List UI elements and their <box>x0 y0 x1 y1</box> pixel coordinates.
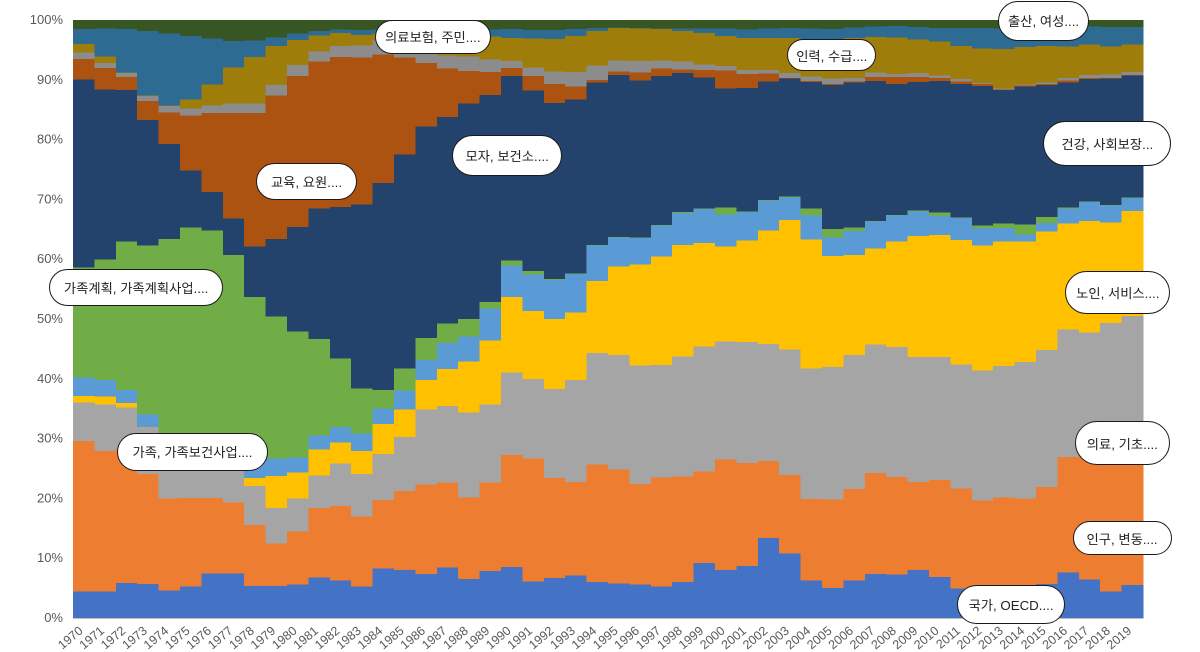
svg-text:0%: 0% <box>44 610 63 625</box>
svg-text:30%: 30% <box>37 431 63 446</box>
svg-text:70%: 70% <box>37 191 63 206</box>
svg-text:40%: 40% <box>37 371 63 386</box>
svg-text:10%: 10% <box>37 550 63 565</box>
svg-text:2019: 2019 <box>1104 624 1134 652</box>
svg-text:50%: 50% <box>37 311 63 326</box>
svg-text:90%: 90% <box>37 72 63 87</box>
svg-text:100%: 100% <box>30 12 64 27</box>
svg-text:80%: 80% <box>37 132 63 147</box>
svg-text:20%: 20% <box>37 490 63 505</box>
svg-text:60%: 60% <box>37 251 63 266</box>
